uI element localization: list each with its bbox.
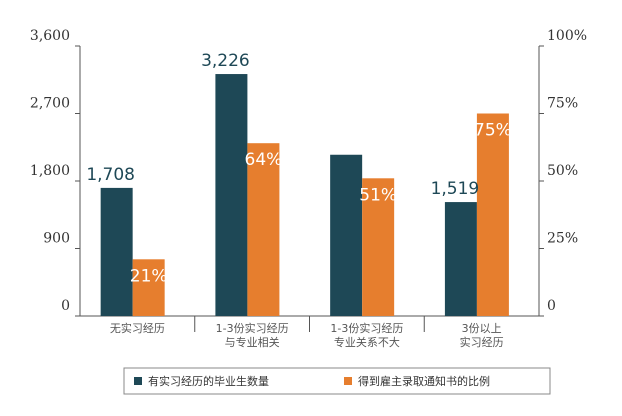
category-label: 3份以上实习经历: [460, 322, 504, 349]
bar-graduate-count: [330, 154, 363, 316]
bars: [100, 74, 509, 316]
data-label-graduate-count: 1,708: [86, 165, 135, 185]
bar-graduate-count: [100, 187, 133, 316]
bar-graduate-count: [215, 74, 248, 316]
right-axis-tick-label: 50%: [547, 163, 578, 179]
legend-swatch-offer-ratio: [344, 377, 352, 385]
right-axis-tick-label: 100%: [547, 28, 587, 44]
data-label-offer-ratio: 64%: [245, 150, 283, 170]
category-label: 无实习经历: [110, 321, 165, 335]
category-label-line: 1-3份实习经历: [330, 321, 403, 335]
data-label-offer-ratio: 51%: [359, 185, 397, 205]
legend: 有实习经历的毕业生数量 得到雇主录取通知书的比例: [123, 367, 551, 395]
category-label-line: 专业关系不大: [334, 335, 400, 349]
category-label-line: 与专业相关: [225, 335, 280, 349]
labels: 1,70821%无实习经历3,22664%1-3份实习经历与专业相关51%1-3…: [86, 51, 511, 349]
left-axis-tick-label: 3,600: [30, 28, 70, 44]
bar-offer-ratio: [247, 143, 280, 316]
left-axis-tick-label: 0: [61, 298, 70, 314]
category-label-line: 3份以上: [462, 322, 502, 335]
legend-label-offer-ratio: 得到雇主录取通知书的比例: [358, 374, 490, 388]
bar-offer-ratio: [362, 178, 395, 316]
data-label-offer-ratio: 21%: [130, 266, 168, 286]
category-label-line: 实习经历: [460, 335, 504, 349]
category-label: 1-3份实习经历专业关系不大: [330, 321, 403, 349]
legend-box: [123, 367, 551, 395]
data-label-offer-ratio: 75%: [474, 121, 512, 141]
data-label-graduate-count: 1,519: [431, 179, 480, 199]
data-label-graduate-count: 3,226: [201, 51, 250, 71]
left-axis-tick-label: 900: [43, 231, 70, 247]
bar-offer-ratio: [476, 113, 509, 316]
legend-swatch-graduate-count: [134, 377, 142, 385]
right-axis-tick-label: 0: [547, 298, 556, 314]
legend-label-graduate-count: 有实习经历的毕业生数量: [148, 374, 269, 388]
category-label: 1-3份实习经历与专业相关: [216, 321, 289, 349]
right-axis-tick-label: 75%: [547, 96, 578, 112]
bar-offer-ratio: [132, 259, 165, 316]
left-axis-tick-label: 1,800: [30, 163, 70, 179]
bar-graduate-count: [444, 202, 477, 316]
category-label-line: 无实习经历: [110, 321, 165, 335]
left-axis-tick-label: 2,700: [30, 96, 70, 112]
right-axis-tick-label: 25%: [547, 231, 578, 247]
category-label-line: 1-3份实习经历: [216, 321, 289, 335]
